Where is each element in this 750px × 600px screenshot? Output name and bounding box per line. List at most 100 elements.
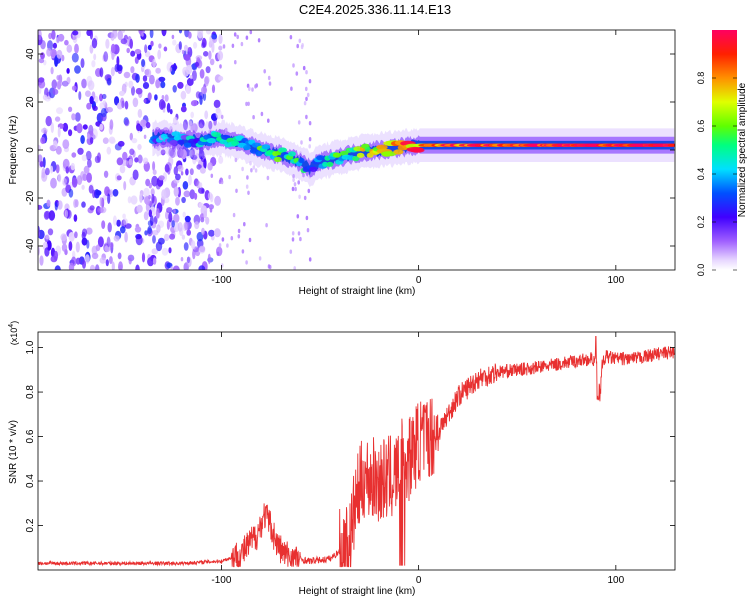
- ridge-blob: [316, 155, 325, 161]
- noise-speck: [99, 206, 107, 214]
- noise-speck: [186, 256, 192, 268]
- noise-speck: [80, 135, 85, 144]
- noise-speck: [145, 121, 151, 129]
- noise-speck: [291, 237, 295, 242]
- noise-speck: [38, 77, 45, 83]
- noise-speck: [128, 80, 134, 89]
- spectrogram-y-ticks: -40 -20 0 20 40: [25, 48, 675, 253]
- noise-speck: [201, 188, 205, 194]
- noise-speck: [136, 204, 143, 213]
- colorbar-ticks: 0.0 0.2 0.4 0.6 0.8: [696, 72, 737, 276]
- noise-speck: [66, 44, 73, 53]
- noise-speck: [306, 92, 310, 98]
- noise-speck: [86, 133, 91, 139]
- noise-speck: [172, 116, 178, 126]
- ridge-blob: [410, 147, 425, 153]
- noise-speck: [103, 170, 109, 178]
- noise-speck: [208, 204, 214, 210]
- noise-speck: [68, 241, 73, 251]
- noise-speck: [199, 69, 205, 79]
- noise-speck: [154, 94, 158, 101]
- noise-speck: [267, 264, 271, 269]
- spectrogram-x-label: Height of straight line (km): [299, 286, 416, 297]
- ridge-blob: [171, 131, 181, 137]
- ridge-blob: [298, 157, 305, 164]
- noise-speck: [217, 50, 224, 61]
- noise-speck: [135, 264, 140, 270]
- noise-speck: [80, 171, 86, 181]
- noise-speck: [91, 245, 98, 255]
- noise-speck: [175, 196, 180, 206]
- noise-speck: [236, 34, 239, 40]
- noise-speck: [60, 233, 67, 242]
- noise-speck: [196, 164, 202, 170]
- noise-speck: [42, 94, 48, 101]
- noise-speck: [307, 188, 311, 194]
- noise-speck: [171, 220, 175, 228]
- noise-speck: [116, 56, 120, 67]
- noise-speck: [144, 230, 148, 236]
- y-tick-label: 0.6: [25, 429, 36, 443]
- noise-speck: [56, 81, 62, 90]
- noise-speck: [257, 38, 261, 43]
- noise-speck: [95, 190, 102, 196]
- noise-speck: [38, 58, 45, 64]
- noise-speck: [150, 188, 155, 196]
- x-tick-label: 100: [607, 275, 624, 286]
- noise-speck: [141, 252, 146, 263]
- noise-speck: [181, 234, 186, 240]
- noise-speck: [82, 260, 86, 269]
- noise-speck: [190, 240, 196, 250]
- noise-speck: [81, 237, 88, 246]
- noise-speck: [173, 62, 177, 72]
- noise-speck: [134, 226, 142, 233]
- y-tick-label: 0.4: [25, 474, 36, 488]
- noise-speck: [258, 256, 262, 261]
- noise-speck: [149, 215, 154, 226]
- y-tick-label: 0.2: [25, 518, 36, 532]
- noise-speck: [186, 229, 191, 236]
- spectrogram-x-ticks: -100 0 100: [211, 30, 625, 286]
- noise-speck: [198, 149, 205, 160]
- noise-speck: [57, 33, 65, 42]
- noise-speck: [246, 175, 249, 180]
- noise-speck: [141, 32, 144, 37]
- noise-speck: [183, 119, 188, 131]
- noise-speck: [168, 247, 172, 254]
- noise-speck: [137, 144, 142, 150]
- noise-speck: [75, 257, 81, 265]
- noise-speck: [152, 161, 156, 172]
- noise-speck: [110, 66, 115, 77]
- noise-speck: [88, 184, 94, 194]
- noise-speck: [173, 166, 178, 176]
- noise-speck: [204, 110, 209, 120]
- noise-speck: [141, 59, 146, 67]
- noise-speck: [180, 171, 184, 176]
- colorbar: 0.0 0.2 0.4 0.6 0.8 Normalized spectral ampl…: [696, 30, 748, 276]
- y-tick-label: -40: [25, 238, 36, 253]
- noise-speck: [173, 209, 176, 214]
- ridge-band: [152, 131, 675, 176]
- ridge-blob: [376, 144, 388, 150]
- colorbar-tick-label: 0.8: [696, 72, 706, 85]
- noise-speck: [240, 41, 244, 47]
- y-tick-label: 1.0: [25, 340, 36, 354]
- noise-speck: [166, 102, 171, 113]
- noise-speck: [194, 101, 197, 106]
- ridge-band: [152, 127, 675, 178]
- noise-speck: [308, 257, 312, 262]
- noise-speck: [163, 46, 168, 52]
- ridge-blob: [356, 152, 365, 158]
- noise-speck: [143, 211, 149, 221]
- noise-speck: [199, 245, 206, 252]
- noise-speck: [71, 113, 76, 121]
- noise-speck: [89, 137, 94, 144]
- noise-speck: [215, 109, 222, 120]
- noise-speck: [243, 222, 246, 227]
- noise-speck: [110, 32, 115, 41]
- noise-speck: [172, 39, 177, 46]
- noise-speck: [173, 186, 179, 197]
- noise-speck: [50, 48, 57, 58]
- noise-speck: [161, 189, 167, 200]
